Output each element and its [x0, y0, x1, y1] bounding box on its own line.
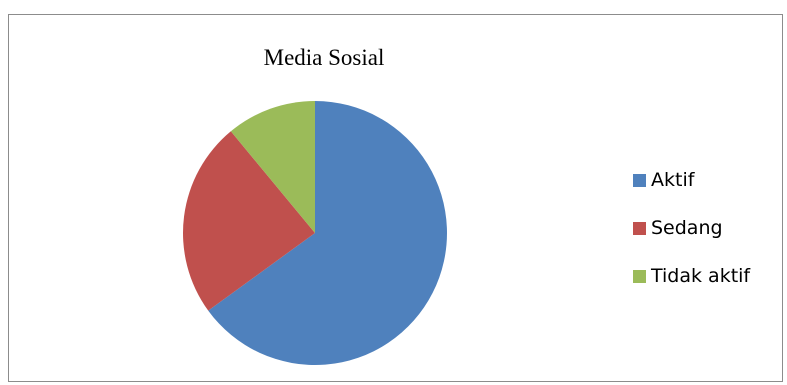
- chart-title: Media Sosial: [263, 45, 385, 70]
- legend-swatch-sedang: [633, 221, 646, 235]
- legend-label-aktif: Aktif: [651, 169, 695, 191]
- legend-item-sedang: Sedang: [633, 215, 750, 241]
- pie-slice-sedang: [182, 131, 315, 311]
- pie-slice-tidak-aktif: [230, 101, 315, 233]
- pie-chart: [182, 101, 447, 365]
- legend-swatch-aktif: [633, 173, 646, 187]
- legend-item-aktif: Aktif: [633, 167, 750, 193]
- legend-label-sedang: Sedang: [651, 217, 723, 239]
- legend-label-tidak-aktif: Tidak aktif: [651, 265, 751, 287]
- legend-item-tidak-aktif: Tidak aktif: [633, 263, 750, 289]
- legend: Aktif Sedang Tidak aktif: [633, 167, 750, 311]
- pie-slice-aktif: [208, 101, 447, 365]
- legend-swatch-tidak-aktif: [633, 269, 646, 283]
- chart-area: Media Sosial Aktif Sedang Tidak aktif: [8, 14, 783, 382]
